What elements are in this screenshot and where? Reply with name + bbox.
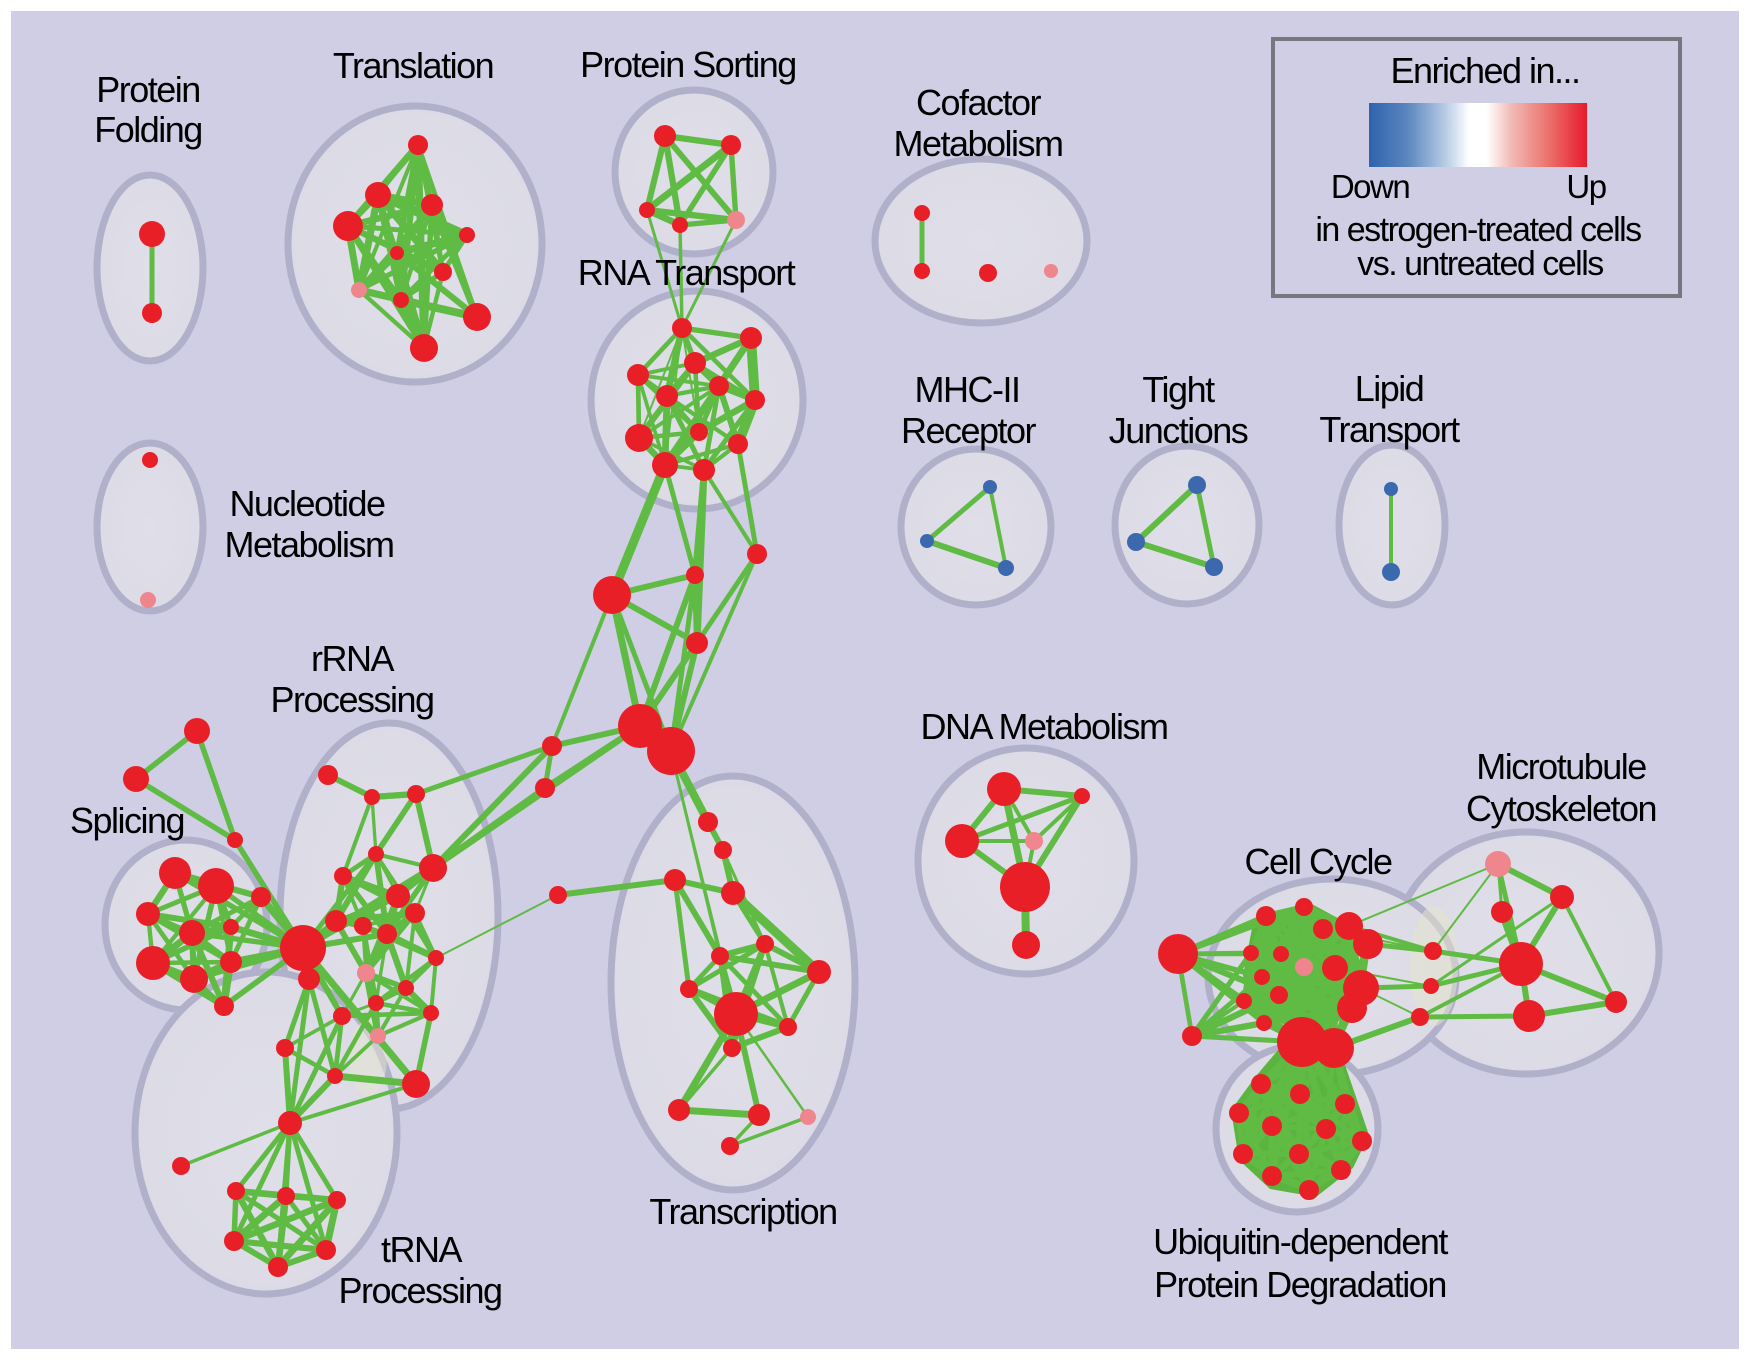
svg-text:RNA Transport: RNA Transport bbox=[578, 252, 796, 293]
svg-text:Transcription: Transcription bbox=[649, 1191, 836, 1232]
svg-text:in estrogen-treated cells: in estrogen-treated cells bbox=[1315, 211, 1641, 249]
svg-text:Junctions: Junctions bbox=[1109, 410, 1248, 451]
svg-text:Cofactor: Cofactor bbox=[916, 82, 1042, 123]
svg-text:Microtubule: Microtubule bbox=[1476, 746, 1646, 787]
svg-text:MHC-II: MHC-II bbox=[915, 369, 1020, 410]
svg-text:Receptor: Receptor bbox=[901, 410, 1037, 451]
svg-text:Ubiquitin-dependent: Ubiquitin-dependent bbox=[1153, 1221, 1448, 1262]
svg-text:Protein Degradation: Protein Degradation bbox=[1154, 1264, 1446, 1305]
svg-text:Lipid: Lipid bbox=[1355, 368, 1424, 409]
svg-text:Cell Cycle: Cell Cycle bbox=[1244, 841, 1392, 882]
svg-text:Metabolism: Metabolism bbox=[893, 123, 1062, 164]
svg-text:Protein: Protein bbox=[96, 69, 200, 110]
svg-text:Metabolism: Metabolism bbox=[224, 524, 393, 565]
svg-text:Down: Down bbox=[1331, 168, 1410, 205]
svg-text:DNA Metabolism: DNA Metabolism bbox=[920, 706, 1167, 747]
svg-text:Processing: Processing bbox=[338, 1270, 501, 1311]
svg-text:Transport: Transport bbox=[1319, 409, 1460, 450]
svg-text:Cytoskeleton: Cytoskeleton bbox=[1466, 788, 1656, 829]
svg-text:Folding: Folding bbox=[94, 109, 202, 150]
svg-text:Tight: Tight bbox=[1142, 369, 1215, 410]
svg-text:tRNA: tRNA bbox=[381, 1229, 462, 1270]
svg-text:Up: Up bbox=[1566, 168, 1605, 205]
svg-text:Processing: Processing bbox=[270, 679, 433, 720]
svg-text:Translation: Translation bbox=[333, 45, 493, 86]
svg-text:vs. untreated cells: vs. untreated cells bbox=[1357, 245, 1603, 283]
svg-text:Splicing: Splicing bbox=[70, 800, 184, 841]
svg-text:Nucleotide: Nucleotide bbox=[229, 483, 385, 524]
svg-text:Enriched in...: Enriched in... bbox=[1390, 50, 1579, 91]
svg-text:Protein Sorting: Protein Sorting bbox=[580, 44, 796, 85]
svg-text:rRNA: rRNA bbox=[311, 638, 394, 679]
